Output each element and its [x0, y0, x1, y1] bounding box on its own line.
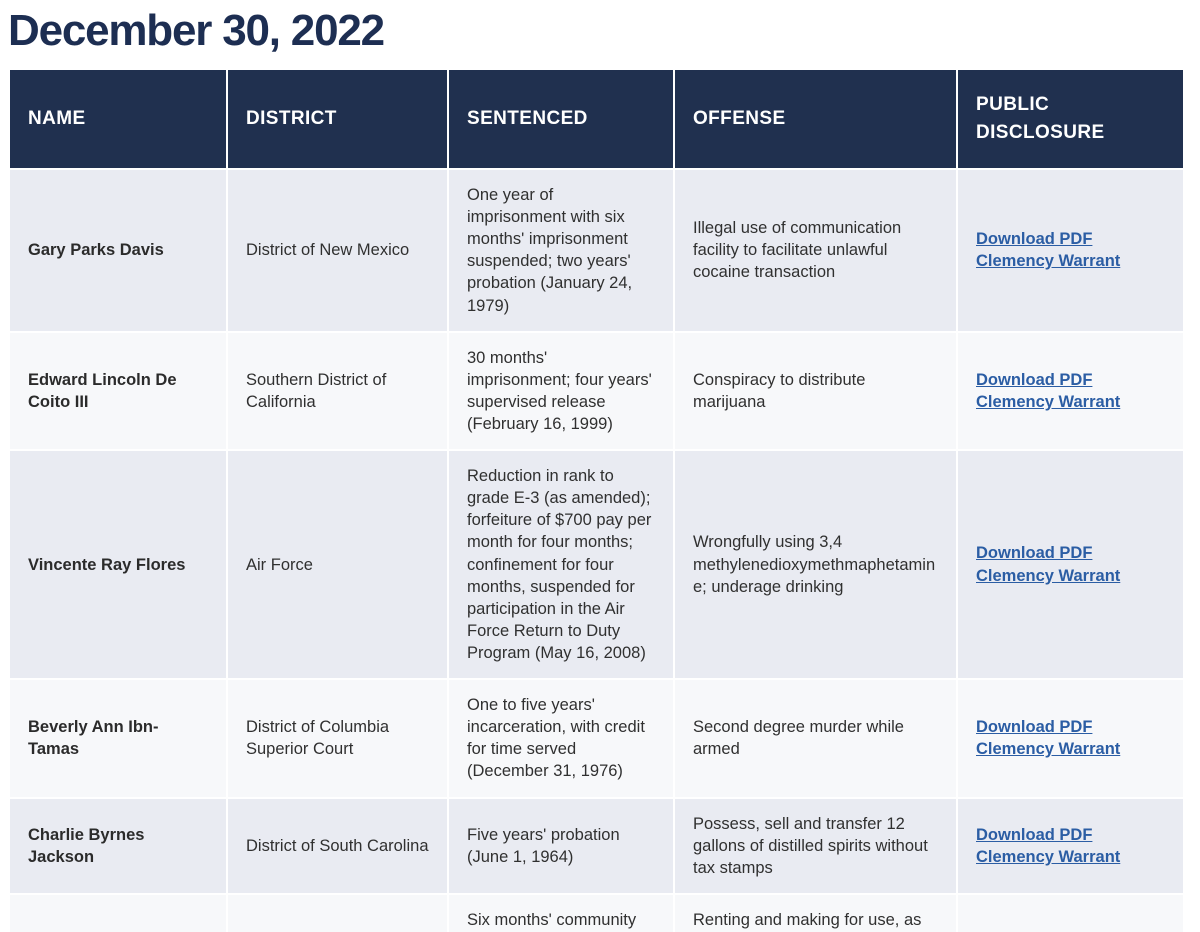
district-cell: Southern District of California — [226, 330, 449, 452]
table-row: Vincente Ray Flores Air Force Reduction … — [8, 449, 1185, 681]
download-pdf-clemency-warrant-link[interactable]: Download PDF Clemency Warrant — [976, 718, 1121, 759]
offense-cell: Illegal use of communication facility to… — [673, 168, 958, 333]
table-row: Charlie Byrnes Jackson District of South… — [8, 796, 1185, 895]
name-cell: John Dix Nock III — [8, 892, 228, 932]
column-header-district: DISTRICT — [226, 68, 449, 170]
public-disclosure-cell: Download PDF Clemency Warrant — [956, 449, 1185, 681]
offense-cell: Wrongfully using 3,4 methylenedioxymethm… — [673, 449, 958, 681]
column-header-name: NAME — [8, 68, 228, 170]
column-header-offense: OFFENSE — [673, 68, 958, 170]
sentenced-cell: Six months' community confinement; three… — [447, 892, 675, 932]
district-cell: District of South Carolina — [226, 796, 449, 895]
offense-cell: Renting and making for use, as an owner,… — [673, 892, 958, 932]
table-row: Gary Parks Davis District of New Mexico … — [8, 168, 1185, 333]
download-pdf-clemency-warrant-link[interactable]: Download PDF Clemency Warrant — [976, 825, 1121, 866]
sentenced-cell: Five years' probation (June 1, 1964) — [447, 796, 675, 895]
sentenced-cell: Reduction in rank to grade E-3 (as amend… — [447, 449, 675, 681]
sentenced-cell: One year of imprisonment with six months… — [447, 168, 675, 333]
name-cell: Gary Parks Davis — [8, 168, 228, 333]
sentenced-cell: 30 months' imprisonment; four years' sup… — [447, 330, 675, 452]
column-header-sentenced: SENTENCED — [447, 68, 675, 170]
table-row: Beverly Ann Ibn-Tamas District of Columb… — [8, 678, 1185, 799]
name-cell: Vincente Ray Flores — [8, 449, 228, 681]
district-cell: District of Columbia Superior Court — [226, 678, 449, 799]
offense-cell: Second degree murder while armed — [673, 678, 958, 799]
download-pdf-clemency-warrant-link[interactable]: Download PDF Clemency Warrant — [976, 370, 1121, 411]
public-disclosure-cell: Download PDF Clemency Warrant — [956, 892, 1185, 932]
header-row: NAME DISTRICT SENTENCED OFFENSE PUBLIC D… — [8, 68, 1185, 170]
district-cell: Air Force — [226, 449, 449, 681]
public-disclosure-cell: Download PDF Clemency Warrant — [956, 168, 1185, 333]
name-cell: Charlie Byrnes Jackson — [8, 796, 228, 895]
district-cell: District of New Mexico — [226, 168, 449, 333]
public-disclosure-cell: Download PDF Clemency Warrant — [956, 330, 1185, 452]
offense-cell: Conspiracy to distribute marijuana — [673, 330, 958, 452]
page-title: December 30, 2022 — [8, 6, 385, 55]
clemency-warrants-table: NAME DISTRICT SENTENCED OFFENSE PUBLIC D… — [8, 68, 1185, 932]
name-cell: Edward Lincoln De Coito III — [8, 330, 228, 452]
public-disclosure-cell: Download PDF Clemency Warrant — [956, 796, 1185, 895]
name-cell: Beverly Ann Ibn-Tamas — [8, 678, 228, 799]
table-row: Edward Lincoln De Coito III Southern Dis… — [8, 330, 1185, 452]
public-disclosure-cell: Download PDF Clemency Warrant — [956, 678, 1185, 799]
offense-cell: Possess, sell and transfer 12 gallons of… — [673, 796, 958, 895]
table-header: NAME DISTRICT SENTENCED OFFENSE PUBLIC D… — [8, 68, 1185, 170]
district-cell: Middle District of Florida — [226, 892, 449, 932]
table-row: John Dix Nock III Middle District of Flo… — [8, 892, 1185, 932]
column-header-public-disclosure: PUBLIC DISCLOSURE — [956, 68, 1185, 170]
download-pdf-clemency-warrant-link[interactable]: Download PDF Clemency Warrant — [976, 230, 1121, 271]
sentenced-cell: One to five years' incarceration, with c… — [447, 678, 675, 799]
download-pdf-clemency-warrant-link[interactable]: Download PDF Clemency Warrant — [976, 544, 1121, 585]
